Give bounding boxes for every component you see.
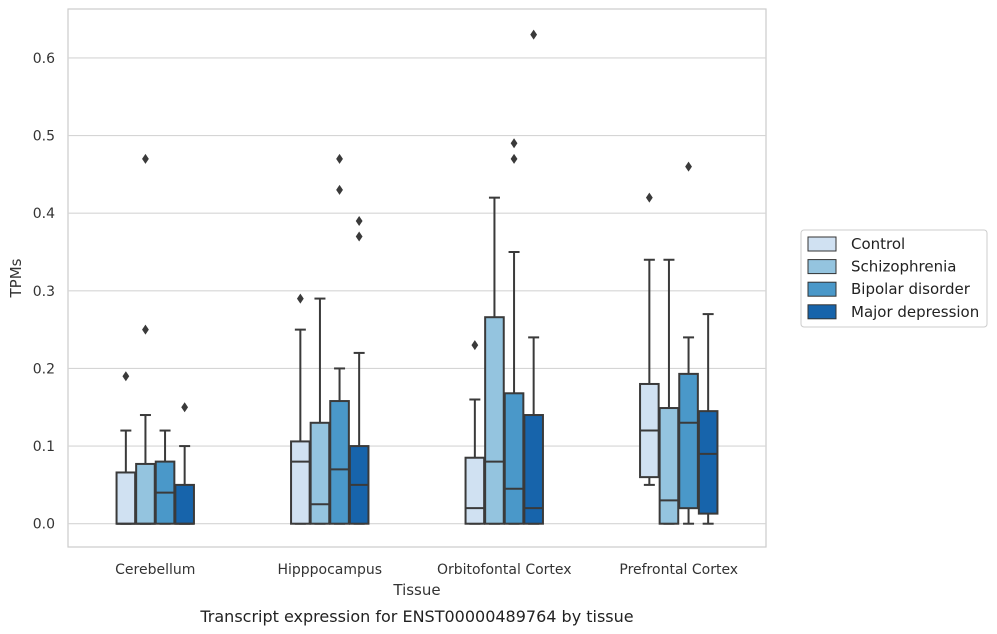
x-axis-title: Tissue	[392, 581, 440, 599]
outlier-point	[142, 324, 149, 335]
outlier-point	[510, 138, 518, 149]
legend-swatch	[807, 304, 837, 320]
y-tick-label: 0.4	[33, 206, 55, 222]
box	[309, 421, 331, 525]
x-tick-label: Prefrontal Cortex	[619, 562, 738, 578]
box	[484, 316, 505, 525]
outlier-point	[645, 192, 653, 203]
legend-item: Control	[807, 235, 905, 253]
chart-caption: Transcript expression for ENST0000048976…	[199, 607, 633, 626]
legend-swatch	[807, 259, 837, 275]
box	[329, 400, 350, 525]
box	[464, 456, 486, 525]
outlier-point	[296, 293, 304, 304]
x-tick-labels: Cerebellum Hipppocampus Orbitofontal Corte…	[115, 562, 738, 578]
x-tick-label: Orbitofontal Cortex	[437, 562, 572, 578]
outlier-point	[510, 153, 518, 164]
y-tick-label: 0.1	[33, 439, 55, 455]
box	[523, 414, 544, 525]
legend: Control Schizophrenia Bipolar disorder Majo…	[800, 229, 988, 328]
box	[135, 462, 156, 525]
box	[290, 440, 311, 525]
outlier-point	[181, 402, 189, 413]
outlier-point	[471, 340, 479, 351]
outlier-point	[122, 371, 130, 382]
y-tick-labels: 0.0 0.1 0.2 0.3 0.4 0.5 0.6	[33, 51, 55, 533]
box-group	[115, 153, 195, 525]
y-axis-title: TPMs	[7, 258, 25, 298]
box	[174, 483, 195, 525]
outlier-point	[142, 153, 149, 164]
x-tick-label: Hipppocampus	[277, 562, 382, 578]
y-tick-label: 0.0	[33, 517, 55, 533]
legend-item: Bipolar disorder	[807, 280, 971, 298]
outlier-point	[355, 215, 363, 226]
x-tick-label: Cerebellum	[115, 562, 195, 578]
legend-frame	[800, 229, 988, 328]
box	[697, 410, 719, 515]
legend-swatch	[807, 281, 837, 297]
box	[678, 372, 699, 510]
y-tick-label: 0.6	[33, 51, 55, 67]
outlier-point	[685, 161, 692, 172]
box-group	[290, 153, 370, 525]
legend-label: Bipolar disorder	[851, 280, 971, 298]
box-group	[464, 29, 544, 525]
box	[658, 407, 680, 525]
box	[503, 392, 525, 525]
y-tick-label: 0.2	[33, 361, 55, 377]
legend-item: Schizophrenia	[807, 258, 956, 276]
outlier-point	[355, 231, 363, 242]
outlier-point	[336, 184, 343, 195]
legend-label: Control	[851, 235, 905, 253]
legend-item: Major depression	[807, 303, 979, 321]
outlier-point	[530, 29, 538, 40]
legend-label: Major depression	[851, 303, 979, 321]
box-groups	[115, 29, 719, 525]
box	[115, 471, 137, 525]
legend-label: Schizophrenia	[851, 258, 956, 276]
y-tick-label: 0.3	[33, 284, 55, 300]
y-tick-label: 0.5	[33, 129, 55, 145]
box-group	[639, 161, 719, 525]
legend-items: Control Schizophrenia Bipolar disorder Majo…	[807, 235, 979, 321]
legend-swatch	[807, 236, 837, 252]
outlier-point	[336, 153, 343, 164]
